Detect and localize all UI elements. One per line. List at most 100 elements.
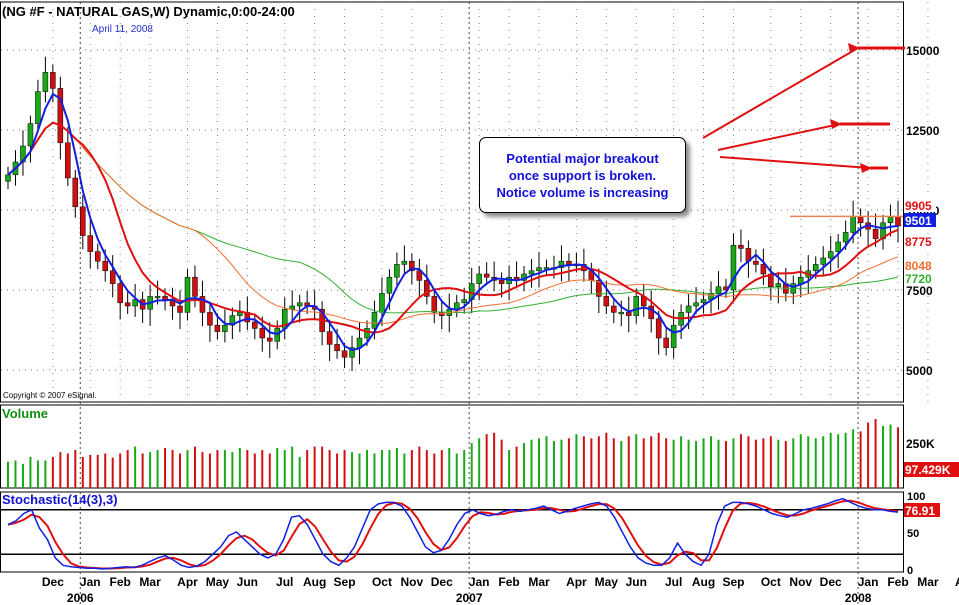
candle-up: [386, 276, 393, 294]
price-tick-label: 7500: [906, 284, 933, 298]
stochastic-tick-label: 50: [907, 528, 919, 540]
candle-down: [94, 251, 101, 262]
annotation-line-3: Notice volume is increasing: [496, 184, 669, 200]
candle-down: [252, 321, 258, 329]
arrow-head-1: [830, 119, 842, 129]
month-tick-label: Nov: [401, 575, 424, 589]
candle-down: [65, 142, 71, 179]
month-tick-label: Feb: [498, 575, 519, 589]
stochastic-tick-label: 0: [907, 565, 913, 577]
projection-arrow-1: [717, 123, 841, 151]
candle-down: [416, 270, 423, 281]
panel-frame-2: [0, 491, 904, 573]
candle-up: [184, 276, 191, 313]
candle-down: [409, 260, 415, 272]
annotation-box: Potential major breakout once support is…: [479, 137, 686, 213]
month-tick-label: Aug: [692, 575, 715, 589]
candle-down: [109, 270, 116, 284]
month-tick-label: Jan: [858, 575, 879, 589]
axes: 50007500100001250015000DecJanFebMarAprMa…: [42, 44, 959, 605]
month-tick-label: Dec: [431, 575, 453, 589]
projection-arrow-0: [702, 47, 859, 139]
candle-down: [87, 235, 94, 252]
month-tick-label: May: [595, 575, 619, 589]
stochastic-lines: [1, 497, 903, 570]
panel-frame-1: [0, 404, 904, 489]
candle-down: [872, 228, 879, 240]
stochastic-last-bg: [904, 503, 940, 517]
candle-down: [199, 296, 206, 313]
candle-down: [603, 296, 610, 307]
arrow-head-2: [860, 163, 872, 173]
badge-current-price: 9905: [905, 199, 932, 213]
volume-bars: [7, 419, 899, 488]
stochastic-tick-label: 100: [907, 491, 925, 503]
month-tick-label: Aug: [303, 575, 326, 589]
volume-last-value: 97.429K: [905, 463, 951, 477]
candle-up: [289, 305, 295, 310]
candlesticks: [5, 56, 901, 371]
candle-up: [685, 305, 692, 313]
candle-down: [424, 280, 430, 297]
month-tick-label: Apr: [955, 575, 959, 589]
projection-arrows: [702, 43, 905, 173]
month-tick-label: Apr: [566, 575, 587, 589]
candle-up: [633, 296, 639, 316]
badge-ma-red: 8775: [905, 235, 932, 249]
candle-down: [596, 280, 602, 297]
month-tick-label: Sep: [334, 575, 356, 589]
badge-ma-green: 7720: [905, 272, 932, 286]
candle-up: [5, 174, 11, 182]
volume-panel-label: Volume: [2, 406, 48, 421]
month-tick-label: Nov: [789, 575, 812, 589]
badge-ma-blue-bg: [904, 213, 936, 227]
candle-down: [655, 318, 662, 339]
candle-up: [401, 260, 408, 265]
candle-up: [812, 264, 819, 272]
candle-down: [626, 312, 632, 316]
candle-down: [895, 216, 901, 227]
candle-up: [835, 241, 841, 252]
candle-down: [72, 177, 79, 208]
candle-up: [461, 299, 467, 304]
year-tick-label: 2007: [456, 591, 483, 605]
month-tick-label: Feb: [110, 575, 131, 589]
badge-ma-blue: 9501: [905, 214, 932, 228]
candle-down: [50, 72, 56, 89]
candle-down: [192, 276, 198, 297]
year-tick-label: 2008: [845, 591, 872, 605]
candle-down: [177, 305, 183, 313]
ma-blue-line: [7, 92, 899, 352]
moving-averages: [7, 92, 903, 352]
annotation-line-1: Potential major breakout: [506, 150, 659, 166]
price-tick-label: 12500: [906, 124, 940, 138]
candle-up: [700, 299, 707, 304]
chart-subtitle: April 11, 2008: [92, 24, 153, 35]
stochastic-k-line: [7, 497, 899, 570]
candle-down: [498, 280, 505, 284]
stochastic-panel-label: Stochastic(14(3),3): [2, 492, 118, 507]
month-tick-label: Jun: [626, 575, 647, 589]
month-tick-label: Oct: [761, 575, 781, 589]
candle-up: [349, 347, 355, 358]
copyright-text: Copyright © 2007 eSignal.: [3, 391, 97, 400]
candle-down: [102, 260, 108, 272]
candle-down: [334, 344, 340, 352]
candle-up: [154, 296, 161, 299]
candle-down: [760, 264, 767, 275]
candle-down: [663, 337, 669, 348]
month-tick-label: Mar: [139, 575, 161, 589]
candle-up: [842, 232, 849, 243]
candle-down: [207, 312, 213, 326]
month-tick-label: Feb: [887, 575, 908, 589]
candle-up: [379, 292, 385, 313]
volume-last-bg: [904, 462, 959, 477]
candle-down: [326, 331, 333, 345]
candle-down: [80, 206, 86, 236]
candle-up: [618, 312, 625, 315]
candle-down: [611, 305, 617, 313]
candle-down: [566, 260, 572, 265]
candle-up: [730, 244, 737, 291]
